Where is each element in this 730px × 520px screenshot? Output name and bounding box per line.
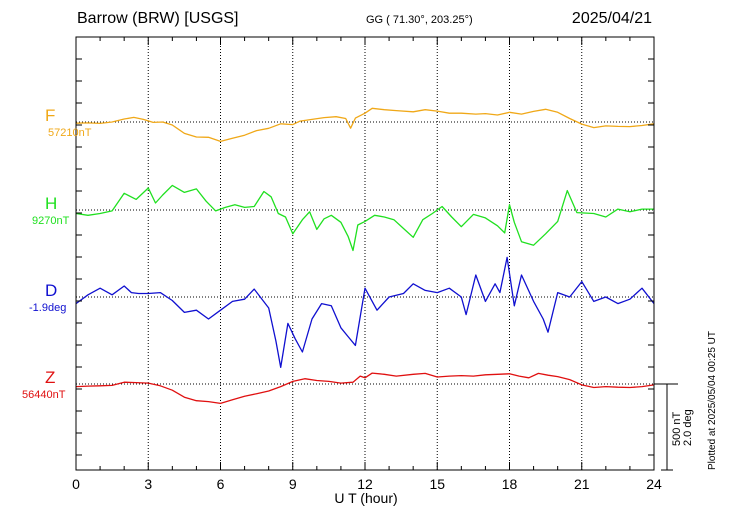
x-tick-label: 15 [429, 476, 446, 492]
x-tick-label: 9 [288, 476, 297, 492]
series-baseline-h: 9270nT [32, 215, 70, 227]
series-line-h [75, 184, 654, 252]
series-baseline-f: 57210nT [48, 127, 92, 139]
series-line-d [75, 256, 655, 369]
geographic-coordinates: GG ( 71.30°, 203.25°) [366, 14, 473, 26]
series-line-f [75, 107, 655, 143]
chart-date: 2025/04/21 [571, 10, 652, 27]
series-name-h: H [45, 194, 58, 213]
series-baseline-d: -1.9deg [29, 302, 67, 314]
x-tick-label: 21 [573, 476, 590, 492]
series-line-z [75, 372, 655, 405]
station-title: Barrow (BRW) [USGS] [77, 10, 239, 27]
x-tick-label: 18 [501, 476, 518, 492]
scale-label-deg: 2.0 deg [682, 409, 694, 446]
x-tick-label: 3 [144, 476, 153, 492]
data-traces [75, 107, 655, 405]
plotted-timestamp: Plotted at 2025/05/04 00:25 UT [707, 331, 718, 470]
series-name-d: D [45, 281, 58, 300]
plot-frame [75, 36, 678, 471]
grid-lines [76, 37, 654, 470]
series-name-f: F [45, 106, 56, 125]
x-tick-label: 0 [72, 476, 80, 492]
x-tick-label: 12 [357, 476, 373, 492]
series-name-z: Z [45, 368, 56, 387]
series-baseline-z: 56440nT [22, 389, 66, 401]
x-tick-label: 6 [216, 476, 225, 492]
x-axis-label: U T (hour) [334, 490, 398, 506]
x-tick-label: 24 [646, 476, 662, 492]
